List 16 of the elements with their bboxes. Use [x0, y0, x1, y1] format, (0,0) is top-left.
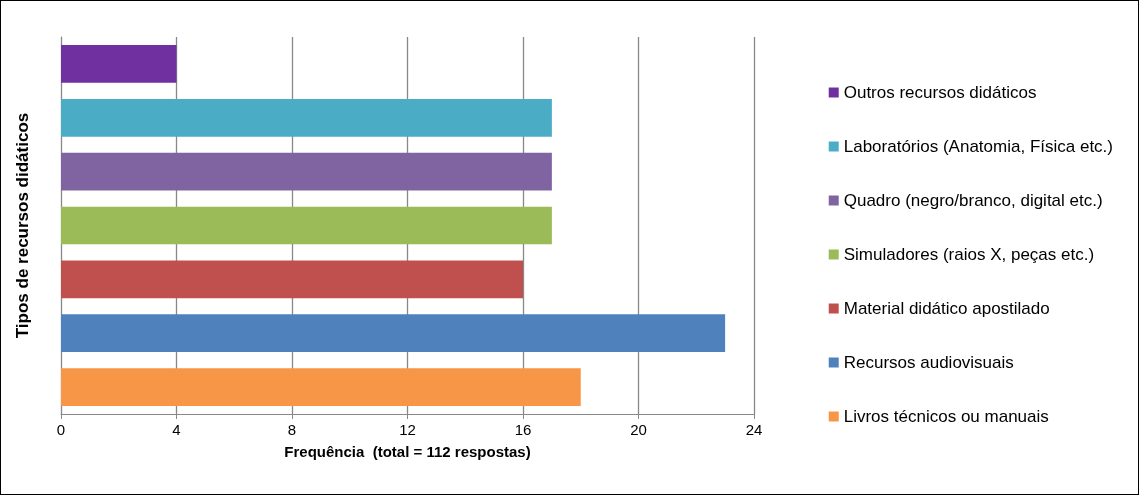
x-tick-label: 4 [172, 421, 181, 438]
legend-label: Quadro (negro/branco, digital etc.) [843, 191, 1103, 210]
legend-label: Outros recursos didáticos [843, 83, 1037, 102]
x-tick-label: 20 [630, 421, 647, 438]
legend-label: Livros técnicos ou manuais [843, 407, 1049, 426]
legend-label: Simuladores (raios X, peças etc.) [843, 245, 1095, 264]
x-tick-label: 12 [399, 421, 416, 438]
y-axis-title: Tipos de recursos didáticos [13, 112, 32, 339]
legend-label: Recursos audiovisuais [843, 353, 1014, 372]
x-axis-title: Frequência (total = 112 respostas) [284, 443, 531, 460]
x-tick-label: 8 [287, 421, 297, 438]
legend-label: Material didático apostilado [843, 299, 1050, 318]
legend-label: Laboratórios (Anatomia, Física etc.) [843, 137, 1113, 156]
x-tick-label: 0 [56, 421, 66, 438]
x-tick-label: 24 [745, 421, 763, 438]
x-tick-label: 16 [514, 421, 532, 438]
